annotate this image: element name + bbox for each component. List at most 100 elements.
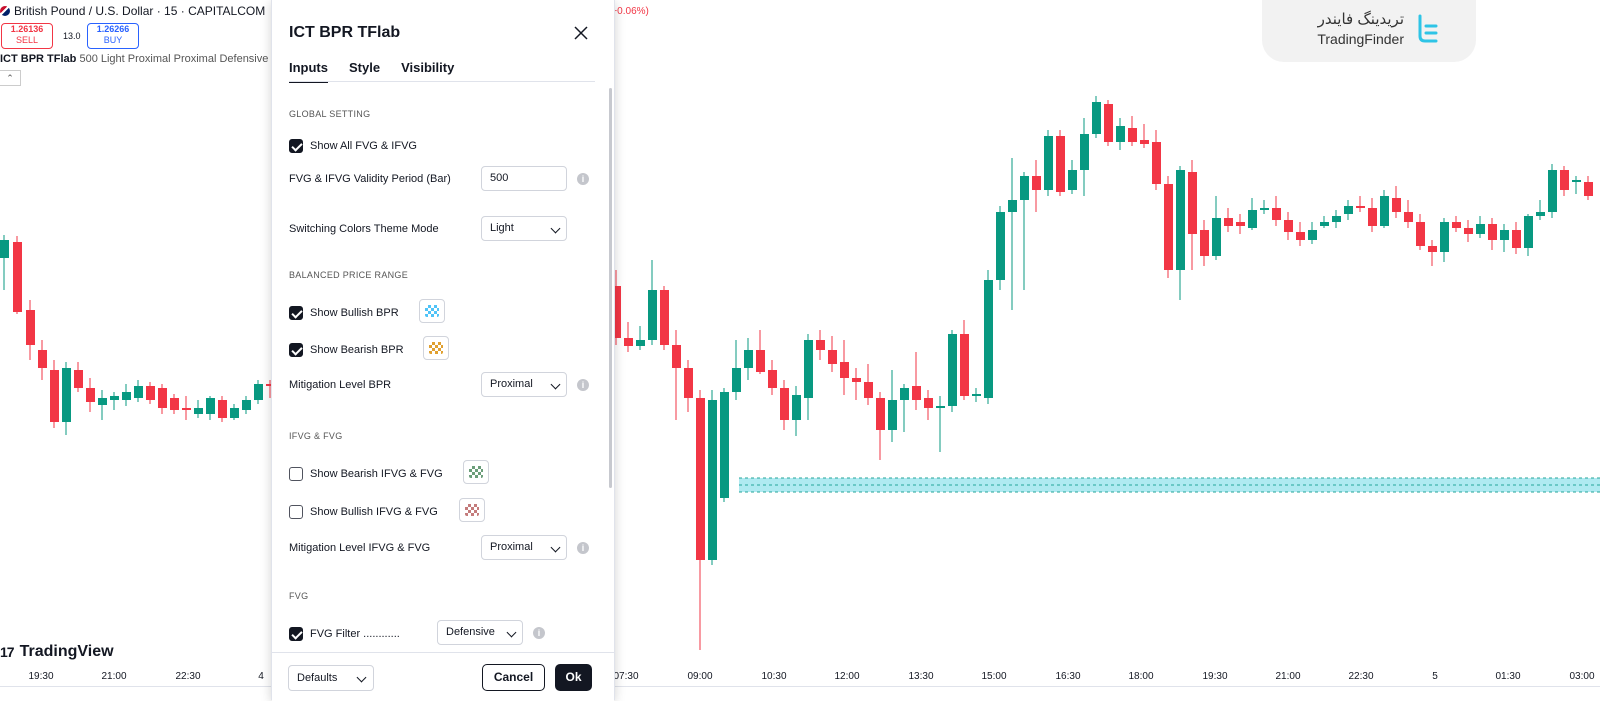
bearish-ifvg-checkbox[interactable]: [289, 467, 303, 481]
dialog-scrollbar[interactable]: [609, 88, 612, 488]
bearish-bpr-row[interactable]: Show Bearish BPR: [289, 343, 404, 357]
candle-body: [852, 378, 861, 382]
candle-body: [1032, 176, 1041, 190]
time-label: 03:00: [1569, 671, 1595, 682]
mitigation-ifvg-select[interactable]: Proximal: [481, 535, 567, 560]
show-all-row[interactable]: Show All FVG & IFVG: [289, 139, 417, 153]
time-axis[interactable]: 19:30 21:00 22:30 4 07:30 09:00 10:30 12:00 13:3…: [0, 668, 1600, 686]
time-label: 12:00: [834, 671, 860, 682]
collapse-legend-button[interactable]: ⌃: [0, 70, 21, 86]
mitigation-bpr-info-icon[interactable]: i: [577, 379, 589, 391]
price-change-percent: (−0.06%): [608, 6, 649, 17]
tradingview-logo-icon: 17: [0, 644, 15, 660]
time-axis-border: [0, 686, 1600, 687]
buy-button[interactable]: 1.26266 BUY: [87, 23, 139, 49]
inputs-scroll-area[interactable]: GLOBAL SETTING Show All FVG & IFVG FVG &…: [272, 84, 614, 652]
brand-persian-name: تریدینگ فایندر: [1317, 11, 1404, 28]
candle-body: [1116, 126, 1125, 142]
candle-body: [1428, 246, 1437, 252]
candle-body: [828, 350, 837, 364]
fvg-filter-checkbox[interactable]: [289, 627, 303, 641]
bullish-ifvg-checkbox[interactable]: [289, 505, 303, 519]
time-label: 10:30: [761, 671, 787, 682]
time-label: 5: [1432, 671, 1438, 682]
theme-mode-value: Light: [490, 222, 514, 234]
ok-button[interactable]: Ok: [555, 664, 592, 691]
candle-body: [840, 362, 849, 378]
fvg-filter-select[interactable]: Defensive: [437, 620, 523, 645]
candle-body: [230, 408, 239, 418]
mitigation-bpr-select[interactable]: Proximal: [481, 372, 567, 397]
close-icon[interactable]: [574, 26, 588, 40]
bullish-ifvg-color-swatch[interactable]: [459, 498, 485, 522]
candle-body: [972, 394, 981, 396]
candle-body: [134, 386, 143, 398]
bearish-ifvg-row[interactable]: Show Bearish IFVG & FVG: [289, 467, 443, 481]
sell-button[interactable]: 1.26136 SELL: [1, 23, 53, 49]
candle-body: [924, 398, 933, 408]
mitigation-ifvg-info-icon[interactable]: i: [577, 542, 589, 554]
validity-info-icon[interactable]: i: [577, 173, 589, 185]
indicator-legend[interactable]: ICT BPR TFlab 500 Light Proximal Proxima…: [0, 53, 270, 65]
candle-body: [1392, 198, 1401, 212]
candle-body: [1080, 134, 1089, 170]
candle-body: [624, 338, 633, 346]
candle-body: [792, 395, 801, 420]
candle-body: [744, 350, 753, 368]
validity-period-input[interactable]: 500: [481, 166, 567, 191]
bullish-ifvg-label: Show Bullish IFVG & FVG: [310, 506, 438, 518]
candle-body: [1164, 184, 1173, 270]
candle-body: [1440, 222, 1449, 252]
candle-body: [1044, 136, 1053, 190]
chevron-down-icon: [550, 223, 561, 234]
candle-body: [182, 408, 191, 410]
time-label: 22:30: [1348, 671, 1374, 682]
bullish-bpr-color-swatch[interactable]: [419, 299, 445, 323]
bearish-ifvg-color: [469, 466, 483, 478]
chevron-down-icon: [550, 379, 561, 390]
fvg-filter-value: Defensive: [446, 626, 495, 638]
candle-body: [206, 398, 215, 414]
candle-body: [1008, 200, 1017, 212]
tab-inputs[interactable]: Inputs: [289, 60, 328, 83]
candle-body: [1296, 232, 1305, 240]
candle-body: [1188, 172, 1197, 234]
bullish-bpr-checkbox[interactable]: [289, 306, 303, 320]
tab-style[interactable]: Style: [349, 60, 381, 75]
defaults-dropdown[interactable]: Defaults: [288, 665, 374, 691]
tab-visibility[interactable]: Visibility: [401, 60, 455, 75]
fvg-filter-row[interactable]: FVG Filter ............: [289, 627, 400, 641]
bullish-ifvg-row[interactable]: Show Bullish IFVG & FVG: [289, 505, 438, 519]
theme-mode-select[interactable]: Light: [481, 216, 567, 241]
show-all-checkbox[interactable]: [289, 139, 303, 153]
price-chart[interactable]: [0, 0, 1600, 668]
symbol-header[interactable]: British Pound / U.S. Dollar · 15 · CAPIT…: [0, 4, 265, 18]
candle-body: [1320, 222, 1329, 226]
fvg-filter-info-icon[interactable]: i: [533, 627, 545, 639]
candle-body: [146, 386, 155, 400]
bearish-ifvg-color-swatch[interactable]: [463, 460, 489, 484]
candle-body: [1092, 102, 1101, 134]
bullish-bpr-row[interactable]: Show Bullish BPR: [289, 306, 399, 320]
validity-label: FVG & IFVG Validity Period (Bar): [289, 173, 451, 185]
bearish-bpr-checkbox[interactable]: [289, 343, 303, 357]
candle-body: [122, 392, 131, 400]
candle-body: [684, 368, 693, 398]
dialog-tabs: Inputs Style Visibility: [289, 60, 454, 83]
bpr-zone: [739, 478, 1600, 492]
candle-body: [720, 392, 729, 498]
candle-body: [756, 350, 765, 372]
candle-body: [1416, 222, 1425, 246]
bearish-bpr-label: Show Bearish BPR: [310, 344, 404, 356]
sell-price: 1.26136: [10, 24, 44, 34]
time-label: 09:00: [687, 671, 713, 682]
time-label: 21:00: [1275, 671, 1301, 682]
cancel-button[interactable]: Cancel: [482, 664, 545, 691]
candle-body: [960, 334, 969, 396]
bearish-bpr-color-swatch[interactable]: [423, 336, 449, 360]
time-label: 15:00: [981, 671, 1007, 682]
tradingview-logo[interactable]: 17 TradingView: [0, 643, 114, 661]
chevron-down-icon: [550, 542, 561, 553]
candle-body: [1260, 208, 1269, 210]
candle-body: [1572, 180, 1581, 182]
